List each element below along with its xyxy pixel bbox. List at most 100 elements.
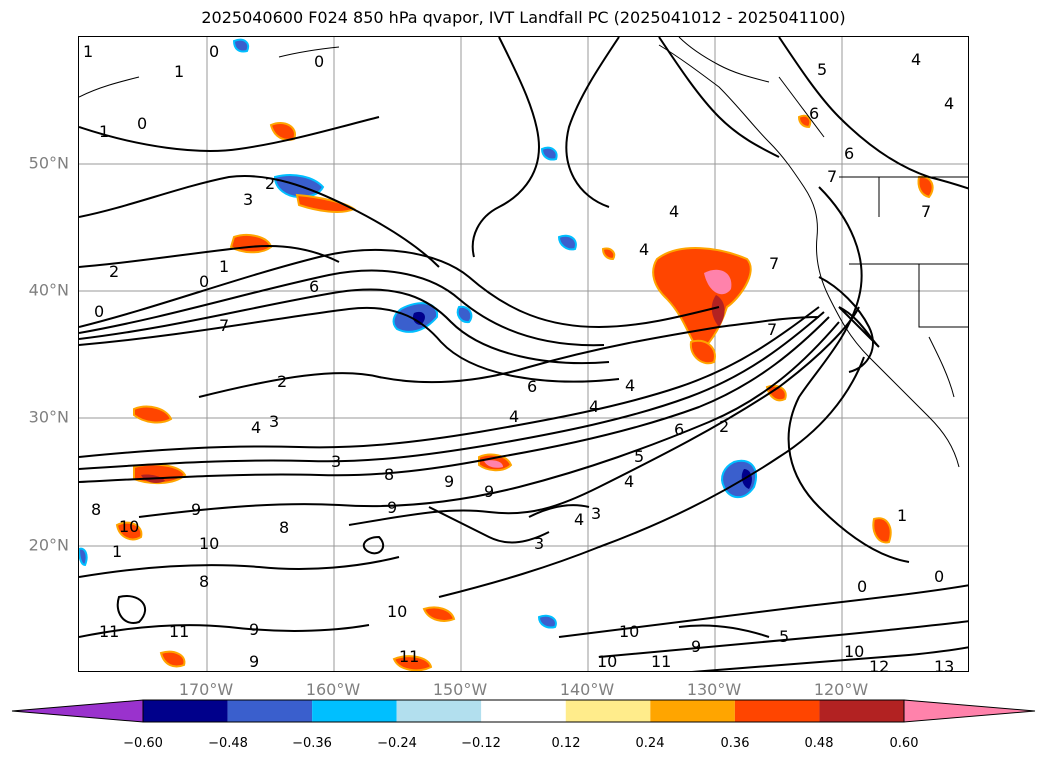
contour-label: 7	[921, 202, 931, 221]
gridlines	[79, 37, 968, 671]
colorbar-segments	[143, 700, 904, 722]
colorbar-tick-label: −0.48	[208, 736, 248, 751]
colorbar-extend-low	[11, 699, 144, 723]
lon-label-170w: 170°W	[178, 680, 234, 699]
colorbar-tick-label: 0.12	[551, 736, 581, 751]
lon-label-140w: 140°W	[559, 680, 615, 699]
colorbar-tick-label: 0.60	[889, 736, 919, 751]
colorbar-segment	[650, 700, 735, 722]
contour-label: 4	[669, 202, 679, 221]
contour-label: 8	[91, 500, 101, 519]
contour-label: 11	[99, 622, 119, 641]
colorbar-segment	[396, 700, 482, 722]
contour-label: 2	[719, 417, 729, 436]
contour-label: 0	[209, 42, 219, 61]
contour-label: 9	[387, 498, 397, 517]
contour-label: 10	[387, 602, 407, 621]
contour-label: 7	[827, 167, 837, 186]
contour-label: 5	[817, 60, 827, 79]
contour-label: 9	[249, 620, 259, 639]
colorbar-tick-label: −0.24	[377, 736, 417, 751]
contour-label: 3	[591, 504, 601, 523]
colorbar-extend-high	[903, 699, 1036, 723]
colorbar-tick-label: −0.12	[461, 736, 501, 751]
colorbar-segment	[481, 700, 566, 722]
contour-label: 13	[934, 657, 954, 672]
contour-label: 1	[83, 42, 93, 61]
contour-label: 0	[934, 567, 944, 586]
colorbar-segment	[565, 700, 651, 722]
colorbar-tick-label: 0.48	[804, 736, 834, 751]
contour-label: 4	[639, 240, 649, 259]
colorbar	[11, 699, 1036, 723]
contour-label: 4	[624, 472, 634, 491]
contour-label: 7	[767, 320, 777, 339]
lon-label-150w: 150°W	[432, 680, 488, 699]
contour-label: 2	[109, 262, 119, 281]
contour-label: 1	[174, 62, 184, 81]
contour-label: 6	[809, 104, 819, 123]
coastlines	[79, 37, 968, 468]
qvapor-anomaly-fills	[79, 38, 934, 671]
contour-label: 7	[219, 316, 229, 335]
colorbar-segment	[819, 700, 904, 722]
contour-label: 0	[314, 52, 324, 71]
map-canvas: 1 1 0 0 1 0 2 3 2 0 1 0 6 7 2 4 3 3 8 9 …	[79, 37, 968, 672]
contour-label: 4	[251, 418, 261, 437]
colorbar-tick-label: 0.36	[720, 736, 750, 751]
lat-label-50n: 50°N	[28, 153, 69, 173]
lon-label-130w: 130°W	[686, 680, 742, 699]
contour-label-group: 1 1 0 0 1 0 2 3 2 0 1 0 6 7 2 4 3 3 8 9 …	[83, 42, 954, 672]
lat-label-30n: 30°N	[28, 407, 69, 427]
contour-label: 8	[199, 572, 209, 591]
contour-label: 10	[619, 622, 639, 641]
contour-label: 4	[509, 407, 519, 426]
contour-label: 2	[277, 372, 287, 391]
map-title: 2025040600 F024 850 hPa qvapor, IVT Land…	[201, 8, 846, 27]
contour-label: 7	[769, 254, 779, 273]
map-panel: 1 1 0 0 1 0 2 3 2 0 1 0 6 7 2 4 3 3 8 9 …	[78, 36, 969, 672]
contour-label: 6	[527, 377, 537, 396]
contour-label: 5	[634, 447, 644, 466]
contour-label: 11	[399, 647, 419, 666]
contour-label: 2	[265, 174, 275, 193]
contour-label: 4	[911, 50, 921, 69]
contour-label: 0	[137, 114, 147, 133]
contour-label: 4	[944, 94, 954, 113]
contour-label: 4	[589, 397, 599, 416]
contour-label: 10	[119, 517, 139, 536]
colorbar-segment	[734, 700, 820, 722]
lat-label-40n: 40°N	[28, 280, 69, 300]
contour-label: 6	[674, 420, 684, 439]
contour-label: 0	[199, 272, 209, 291]
contour-label: 4	[625, 376, 635, 395]
contour-label: 9	[691, 637, 701, 656]
colorbar-outline	[142, 699, 905, 723]
contour-label: 4	[574, 510, 584, 529]
colorbar-tick-label: 0.24	[635, 736, 665, 751]
contour-label: 0	[857, 577, 867, 596]
lat-label-20n: 20°N	[28, 535, 69, 555]
contour-label: 3	[269, 412, 279, 431]
lon-label-160w: 160°W	[305, 680, 361, 699]
colorbar-tick-label: −0.36	[292, 736, 332, 751]
contour-label: 9	[484, 482, 494, 501]
contour-label: 6	[309, 277, 319, 296]
contour-label: 1	[897, 506, 907, 525]
colorbar-segment	[143, 700, 228, 722]
contour-label: 12	[869, 657, 889, 672]
contour-label: 1	[99, 122, 109, 141]
contour-label: 10	[597, 652, 617, 671]
contour-label: 9	[249, 652, 259, 671]
contour-label: 3	[534, 534, 544, 553]
ivt-contours	[79, 37, 968, 671]
contour-label: 11	[169, 622, 189, 641]
contour-label: 9	[444, 472, 454, 491]
contour-label: 3	[331, 452, 341, 471]
contour-label: 5	[779, 627, 789, 646]
colorbar-tick-label: −0.60	[123, 736, 163, 751]
contour-label: 6	[844, 144, 854, 163]
contour-label: 9	[191, 500, 201, 519]
contour-label: 3	[243, 190, 253, 209]
contour-label: 0	[94, 302, 104, 321]
